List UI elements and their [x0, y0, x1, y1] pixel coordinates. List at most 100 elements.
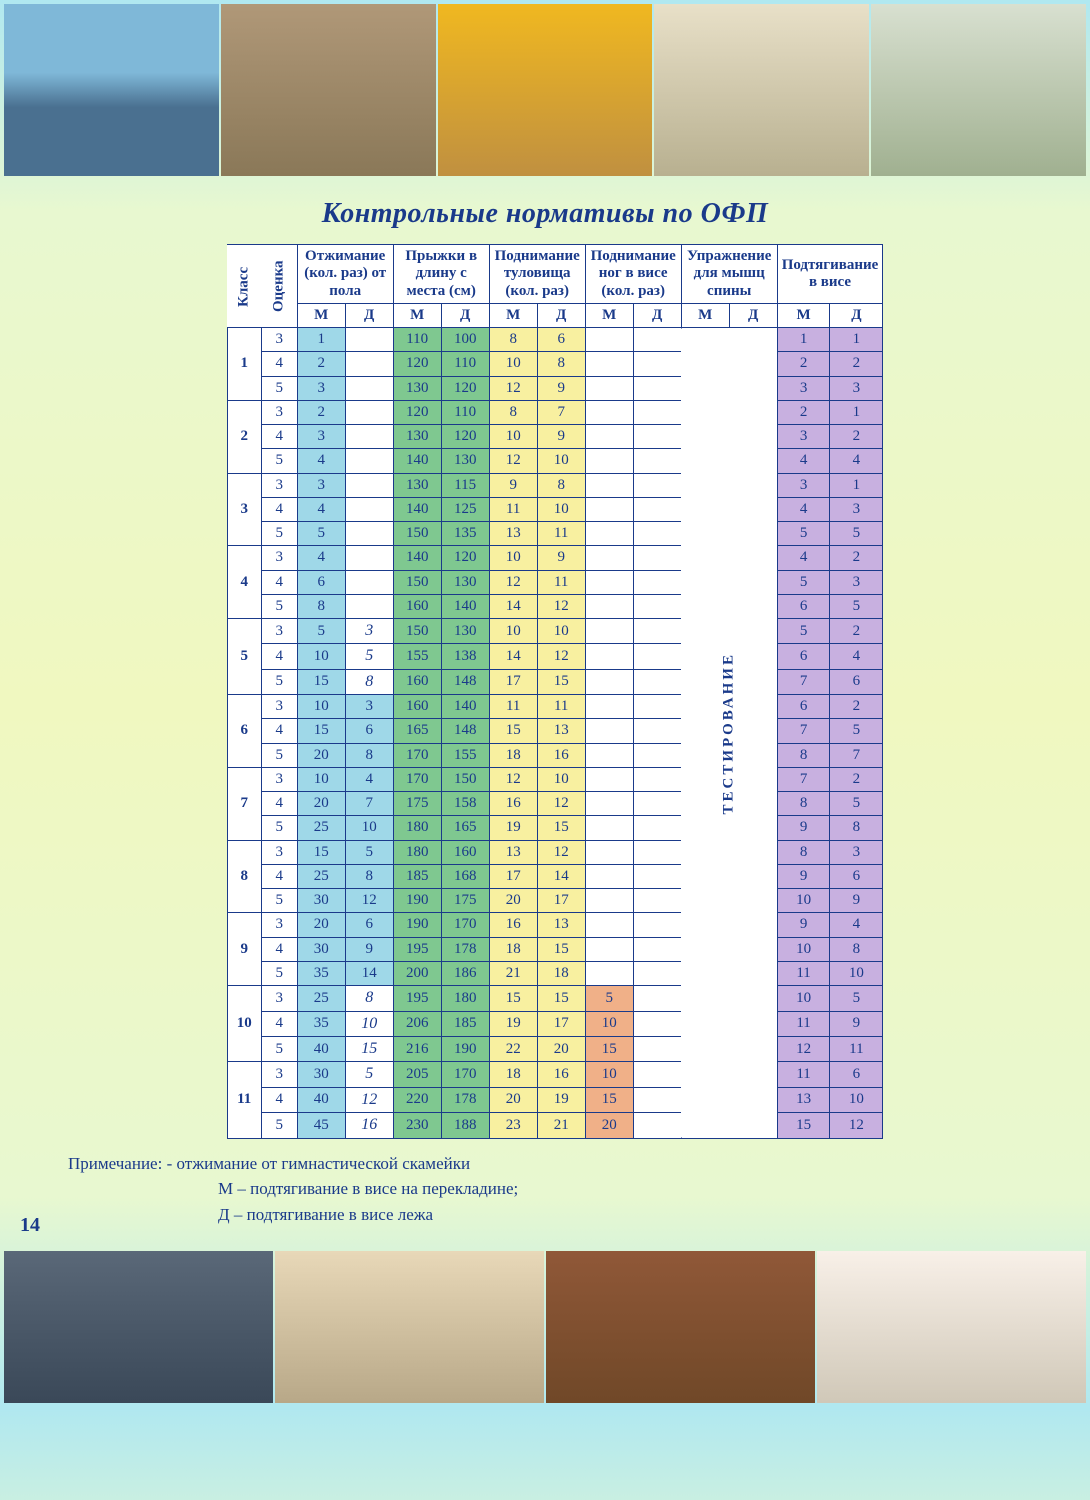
- data-cell: [633, 1036, 681, 1061]
- data-cell: 10: [489, 352, 537, 376]
- note-line: М – подтягивание в висе на перекладине;: [218, 1176, 1050, 1202]
- grade-cell: 3: [261, 767, 297, 791]
- data-cell: 110: [441, 352, 489, 376]
- data-cell: 4: [777, 449, 830, 473]
- sub-col-d: Д: [537, 303, 585, 327]
- data-cell: 6: [297, 570, 345, 594]
- grade-cell: 3: [261, 473, 297, 497]
- table-row: 4313012010932: [227, 425, 883, 449]
- page-number: 14: [20, 1214, 40, 1237]
- data-cell: 12: [777, 1036, 830, 1061]
- table-row: 54140130121044: [227, 449, 883, 473]
- grade-cell: 5: [261, 816, 297, 840]
- data-cell: [633, 1062, 681, 1087]
- table-row: 5313012012933: [227, 376, 883, 400]
- data-cell: [585, 619, 633, 644]
- data-cell: 15: [585, 1087, 633, 1112]
- data-cell: [585, 961, 633, 985]
- data-cell: 10: [537, 619, 585, 644]
- data-cell: 6: [777, 695, 830, 719]
- class-cell: 7: [227, 767, 261, 840]
- data-cell: 20: [297, 792, 345, 816]
- data-cell: 7: [777, 669, 830, 694]
- grade-cell: 3: [261, 913, 297, 937]
- data-cell: 1: [830, 400, 883, 424]
- table-row: 43414012010942: [227, 546, 883, 570]
- data-cell: 2: [830, 695, 883, 719]
- data-cell: 8: [345, 986, 393, 1011]
- data-cell: 140: [441, 594, 489, 618]
- grade-cell: 3: [261, 546, 297, 570]
- grade-cell: 3: [261, 1062, 297, 1087]
- data-cell: [633, 816, 681, 840]
- data-cell: [585, 889, 633, 913]
- data-cell: 6: [777, 644, 830, 669]
- data-cell: 6: [345, 719, 393, 743]
- data-cell: [345, 497, 393, 521]
- data-cell: 115: [441, 473, 489, 497]
- data-cell: [633, 497, 681, 521]
- data-cell: 10: [297, 695, 345, 719]
- grade-cell: 4: [261, 1011, 297, 1036]
- col-legraise: Поднимание ног в висе (кол. раз): [585, 245, 681, 304]
- class-cell: 1: [227, 328, 261, 401]
- data-cell: 15: [537, 816, 585, 840]
- data-cell: [345, 546, 393, 570]
- data-cell: 3: [777, 376, 830, 400]
- data-cell: 10: [537, 449, 585, 473]
- photo: [221, 4, 436, 176]
- data-cell: [345, 400, 393, 424]
- data-cell: 13: [777, 1087, 830, 1112]
- grade-cell: 4: [261, 1087, 297, 1112]
- data-cell: 195: [393, 937, 441, 961]
- data-cell: 30: [297, 1062, 345, 1087]
- data-cell: 170: [441, 1062, 489, 1087]
- table-row: 63103160140111162: [227, 695, 883, 719]
- data-cell: 20: [489, 889, 537, 913]
- data-cell: 3: [830, 497, 883, 521]
- table-row: 43091951781815108: [227, 937, 883, 961]
- table-row: 4207175158161285: [227, 792, 883, 816]
- data-cell: [633, 644, 681, 669]
- data-cell: 2: [830, 619, 883, 644]
- data-cell: 19: [537, 1087, 585, 1112]
- grade-cell: 3: [261, 695, 297, 719]
- data-cell: 185: [441, 1011, 489, 1036]
- sub-col-m: М: [393, 303, 441, 327]
- data-cell: 3: [297, 473, 345, 497]
- sub-col-m: М: [297, 303, 345, 327]
- data-cell: 190: [393, 889, 441, 913]
- data-cell: [633, 328, 681, 352]
- data-cell: 18: [489, 937, 537, 961]
- data-cell: 190: [393, 913, 441, 937]
- data-cell: [633, 546, 681, 570]
- data-cell: 10: [297, 767, 345, 791]
- data-cell: 5: [830, 719, 883, 743]
- data-cell: [585, 570, 633, 594]
- data-cell: 21: [489, 961, 537, 985]
- data-cell: 30: [297, 889, 345, 913]
- table-row: 83155180160131283: [227, 840, 883, 864]
- data-cell: 220: [393, 1087, 441, 1112]
- data-cell: 7: [345, 792, 393, 816]
- col-class: Класс: [227, 245, 261, 328]
- data-cell: [585, 840, 633, 864]
- data-cell: 158: [441, 792, 489, 816]
- data-cell: 23: [489, 1113, 537, 1138]
- table-row: 4156165148151375: [227, 719, 883, 743]
- data-cell: [633, 1087, 681, 1112]
- grade-cell: 3: [261, 986, 297, 1011]
- data-cell: 4: [830, 644, 883, 669]
- data-cell: 18: [489, 1062, 537, 1087]
- table-row: 440122201782019151310: [227, 1087, 883, 1112]
- data-cell: 9: [777, 864, 830, 888]
- data-cell: 11: [777, 1062, 830, 1087]
- data-cell: 10: [777, 986, 830, 1011]
- data-cell: 10: [489, 425, 537, 449]
- data-cell: [633, 767, 681, 791]
- data-cell: 5: [830, 792, 883, 816]
- data-cell: 125: [441, 497, 489, 521]
- data-cell: 9: [537, 425, 585, 449]
- table-row: 4258185168171496: [227, 864, 883, 888]
- col-grade: Оценка: [261, 245, 297, 328]
